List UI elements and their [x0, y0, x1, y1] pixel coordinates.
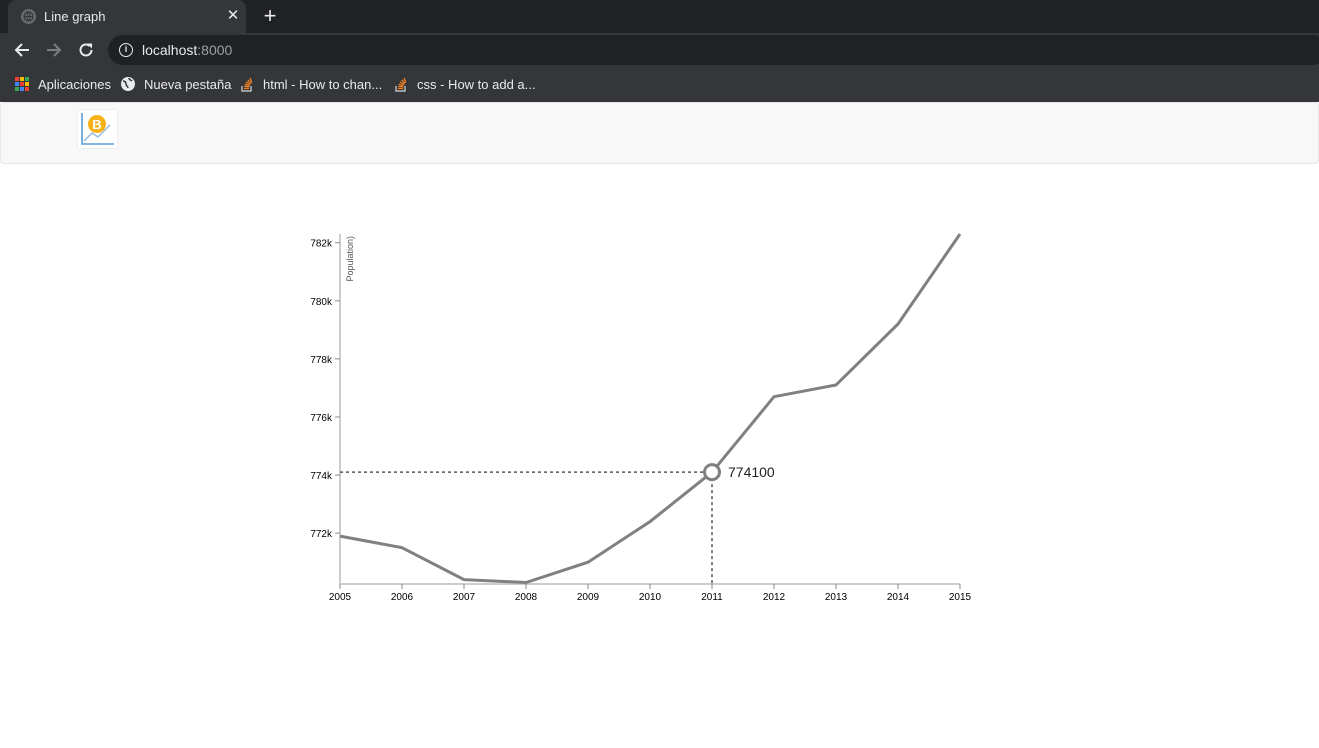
x-tick-label: 2008	[515, 592, 538, 603]
globe-icon	[120, 76, 136, 92]
browser-tabstrip: Line graph ✕ +	[0, 0, 1319, 33]
info-icon[interactable]: i	[119, 43, 133, 57]
globe-icon	[21, 9, 36, 24]
stackoverflow-icon	[239, 76, 255, 92]
url-text: localhost:8000	[142, 42, 232, 58]
x-tick-label: 2013	[825, 592, 848, 603]
y-tick-label: 774k	[310, 471, 333, 482]
browser-toolbar: i localhost:8000	[0, 33, 1319, 67]
focus-point	[703, 463, 721, 482]
x-tick-label: 2014	[887, 592, 910, 603]
x-tick-label: 2010	[639, 592, 662, 603]
focus-value-label: 774100	[728, 464, 775, 480]
bookmark-apps[interactable]: Aplicaciones	[14, 75, 111, 93]
bookmark-label: Nueva pestaña	[144, 76, 232, 92]
page-navbar: B	[0, 102, 1319, 164]
y-tick-label: 782k	[310, 239, 333, 250]
tab-line-graph[interactable]: Line graph ✕	[8, 0, 246, 33]
bitcoin-chart-logo-icon[interactable]: B	[77, 109, 118, 149]
x-tick-label: 2009	[577, 592, 600, 603]
x-tick-label: 2015	[949, 592, 972, 603]
bookmark-html-how-to[interactable]: html - How to chan...	[239, 75, 382, 93]
reload-icon[interactable]	[75, 39, 97, 61]
x-tick-label: 2005	[329, 592, 352, 603]
close-icon[interactable]: ✕	[226, 7, 240, 24]
y-tick-label: 778k	[310, 355, 333, 366]
bookmark-new-tab[interactable]: Nueva pestaña	[120, 75, 231, 93]
y-axis-label: Population)	[345, 236, 355, 282]
bookmark-label: Aplicaciones	[38, 76, 111, 92]
bookmark-css-how-to[interactable]: css - How to add a...	[393, 75, 536, 93]
tab-title: Line graph	[44, 9, 106, 24]
apps-grid-icon	[14, 76, 30, 92]
forward-arrow-icon[interactable]	[43, 39, 65, 61]
y-tick-label: 780k	[310, 297, 333, 308]
svg-text:B: B	[92, 117, 101, 132]
back-arrow-icon[interactable]	[11, 39, 33, 61]
plus-icon[interactable]: +	[263, 3, 277, 28]
line-chart[interactable]: 772k 774k 776k 778k 780k 782k 2005 2006 2007 2008…	[0, 164, 1319, 743]
url-host: localhost	[142, 42, 198, 58]
url-port: :8000	[197, 42, 233, 58]
x-tick-label: 2011	[701, 592, 723, 603]
chart-container: 772k 774k 776k 778k 780k 782k 2005 2006 2007 2008…	[0, 164, 1319, 743]
y-tick-label: 772k	[310, 529, 333, 540]
x-tick-label: 2012	[763, 592, 786, 603]
address-bar[interactable]: i localhost:8000	[108, 35, 1319, 65]
y-tick-label: 776k	[310, 413, 333, 424]
stackoverflow-icon	[393, 76, 409, 92]
bookmark-label: html - How to chan...	[263, 76, 383, 92]
x-tick-label: 2007	[453, 592, 476, 603]
x-tick-label: 2006	[391, 592, 414, 603]
bookmark-label: css - How to add a...	[417, 76, 536, 92]
bookmarks-bar: Aplicaciones Nueva pestaña html - How to…	[0, 67, 1319, 102]
series-line	[339, 233, 962, 585]
